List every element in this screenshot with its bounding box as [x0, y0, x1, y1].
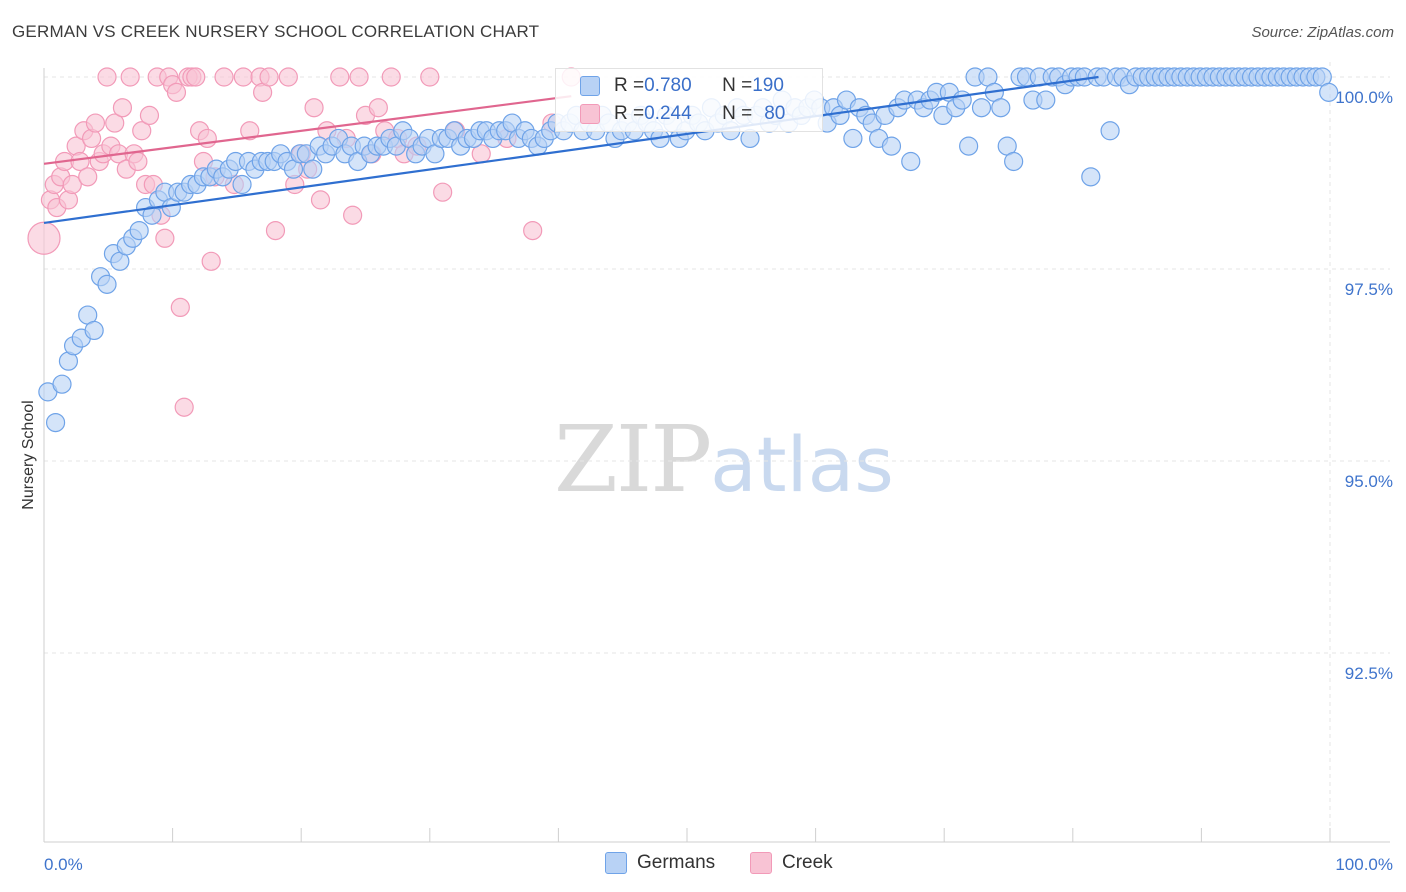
x-tick-label: 0.0%: [44, 855, 83, 874]
creek-point: [105, 113, 125, 133]
creek-point: [170, 297, 190, 317]
stats-swatch-germans: [580, 76, 600, 96]
stats-r-value: 0.780: [644, 75, 692, 96]
creek-point: [139, 105, 160, 126]
stats-n-label: N =: [722, 75, 753, 96]
german-point: [52, 374, 72, 394]
creek-point: [27, 221, 61, 255]
german-point: [232, 174, 252, 195]
german-point: [84, 320, 104, 341]
creek-point: [166, 82, 187, 102]
creek-point: [174, 397, 194, 417]
y-tick-label: 95.0%: [1345, 472, 1393, 491]
creek-point: [62, 174, 82, 195]
y-tick-label: 97.5%: [1345, 280, 1393, 299]
chart-legend: Germans Creek: [0, 852, 1406, 876]
y-tick-label: 92.5%: [1345, 664, 1393, 683]
creek-point: [128, 151, 148, 172]
german-point: [740, 128, 760, 149]
creek-point: [381, 67, 401, 87]
german-point: [97, 274, 117, 294]
stats-r-label: R =: [614, 103, 645, 124]
stats-legend-box: R = 0.780 N = 190 R = 0.244 N = 80: [555, 68, 823, 132]
creek-point: [240, 121, 260, 141]
creek-point: [85, 113, 106, 133]
creek-point: [433, 182, 453, 202]
creek-point: [278, 67, 298, 87]
legend-swatch-creek: [750, 852, 772, 874]
creek-point: [259, 67, 279, 87]
german-point: [1100, 121, 1120, 141]
german-point: [129, 221, 149, 241]
stats-n-value: 190: [752, 75, 784, 96]
creek-point: [70, 151, 90, 172]
german-point: [45, 413, 66, 433]
german-point: [991, 98, 1011, 118]
creek-point: [132, 121, 152, 141]
german-point: [952, 90, 972, 110]
watermark-atlas: atlas: [710, 420, 894, 509]
creek-point: [310, 190, 331, 210]
stats-n-value: 80: [764, 103, 786, 124]
legend-label-creek: Creek: [782, 852, 833, 873]
creek-point: [97, 67, 117, 87]
stats-row-creek: R = 0.244 N = 80: [556, 100, 785, 128]
german-point: [901, 151, 921, 172]
stats-r-value: 0.244: [644, 103, 692, 124]
creek-point: [78, 167, 98, 187]
creek-point: [214, 67, 234, 87]
german-point: [843, 128, 863, 149]
creek-point: [343, 205, 363, 225]
creek-point: [368, 98, 388, 118]
stats-n-label: N =: [722, 103, 753, 124]
creek-point: [112, 98, 133, 118]
creek-point: [155, 228, 175, 248]
creek-point: [330, 67, 350, 87]
source-label: Source: ZipAtlas.com: [1251, 24, 1394, 41]
chart-title: GERMAN VS CREEK NURSERY SCHOOL CORRELATI…: [12, 22, 540, 41]
legend-item-germans[interactable]: Germans: [605, 852, 715, 874]
german-point: [1004, 151, 1024, 172]
german-trendline: [43, 75, 1099, 225]
german-point: [1319, 82, 1339, 102]
creek-point: [201, 251, 221, 271]
legend-label-germans: Germans: [637, 852, 716, 873]
creek-point: [265, 221, 286, 241]
watermark-zip: ZIP: [554, 406, 712, 513]
creek-point: [233, 67, 253, 87]
legend-swatch-germans: [605, 852, 627, 874]
stats-r-label: R =: [614, 75, 645, 96]
german-point: [1036, 90, 1056, 110]
creek-point: [420, 67, 440, 87]
german-point: [303, 159, 323, 179]
watermark: ZIPatlas: [554, 406, 894, 513]
creek-point: [120, 67, 140, 87]
creek-point: [523, 221, 543, 241]
german-point: [959, 136, 979, 156]
creek-point: [349, 67, 369, 87]
y-tick-label: 100.0%: [1335, 88, 1393, 107]
stats-row-germans: R = 0.780 N = 190: [556, 72, 784, 100]
german-point: [971, 98, 992, 118]
legend-item-creek[interactable]: Creek: [750, 852, 833, 874]
creek-trendline: [43, 95, 572, 165]
x-tick-label: 100.0%: [1335, 855, 1393, 874]
creek-point: [304, 98, 324, 118]
creek-point: [186, 67, 206, 87]
german-point: [1081, 167, 1101, 187]
german-point: [881, 136, 902, 156]
stats-swatch-creek: [580, 104, 600, 124]
